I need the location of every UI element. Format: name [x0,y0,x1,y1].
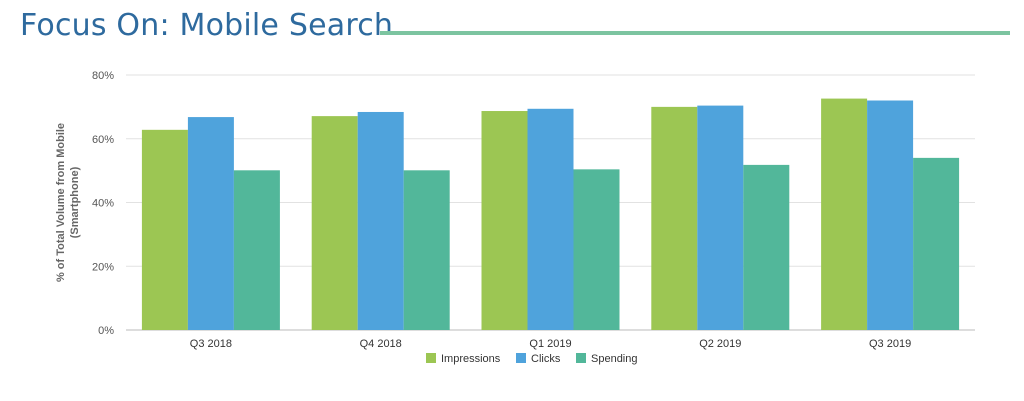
bars [141,98,960,331]
legend-swatch-clicks [516,353,526,363]
bar-impressions-q3-2018 [141,129,188,330]
x-category-label: Q3 2018 [190,338,232,350]
bar-clicks-q3-2019 [867,100,914,330]
y-axis-label-line: (Smartphone) [69,166,81,238]
x-axis-categories: Q3 2018 Q4 2018 Q1 2019 Q2 2019 Q3 2019 [190,338,911,350]
bar-clicks-q4-2018 [357,111,404,330]
y-tick-label: 60% [92,134,114,146]
bar-spending-q3-2018 [233,170,280,330]
bar-spending-q1-2019 [573,169,620,330]
y-axis-ticks: 0% 20% 40% 60% 80% [92,70,114,337]
legend-label-clicks: Clicks [531,353,561,365]
y-tick-label: 0% [98,325,114,337]
legend: Impressions Clicks Spending [426,353,638,365]
bar-impressions-q4-2018 [311,116,358,331]
legend-label-impressions: Impressions [441,353,501,365]
y-axis-label-line: % of Total Volume from Mobile [55,123,67,282]
page-title: Focus On: Mobile Search [20,8,394,43]
bar-spending-q4-2018 [403,170,450,330]
x-category-label: Q2 2019 [699,338,741,350]
x-category-label: Q1 2019 [529,338,571,350]
title-rule [380,31,1010,35]
bar-spending-q2-2019 [743,164,790,330]
legend-label-spending: Spending [591,353,638,365]
y-tick-label: 40% [92,198,114,210]
legend-swatch-spending [576,353,586,363]
y-axis-label: % of Total Volume from Mobile (Smartphone… [55,123,81,282]
bar-spending-q3-2019 [913,157,960,330]
y-tick-label: 20% [92,261,114,273]
bar-impressions-q2-2019 [651,106,698,330]
bar-clicks-q3-2018 [187,117,234,330]
bar-impressions-q3-2019 [821,98,868,331]
bar-clicks-q2-2019 [697,105,744,330]
bar-clicks-q1-2019 [527,108,574,330]
x-category-label: Q3 2019 [869,338,911,350]
x-category-label: Q4 2018 [360,338,402,350]
legend-swatch-impressions [426,353,436,363]
y-tick-label: 80% [92,70,114,82]
bar-impressions-q1-2019 [481,111,528,330]
